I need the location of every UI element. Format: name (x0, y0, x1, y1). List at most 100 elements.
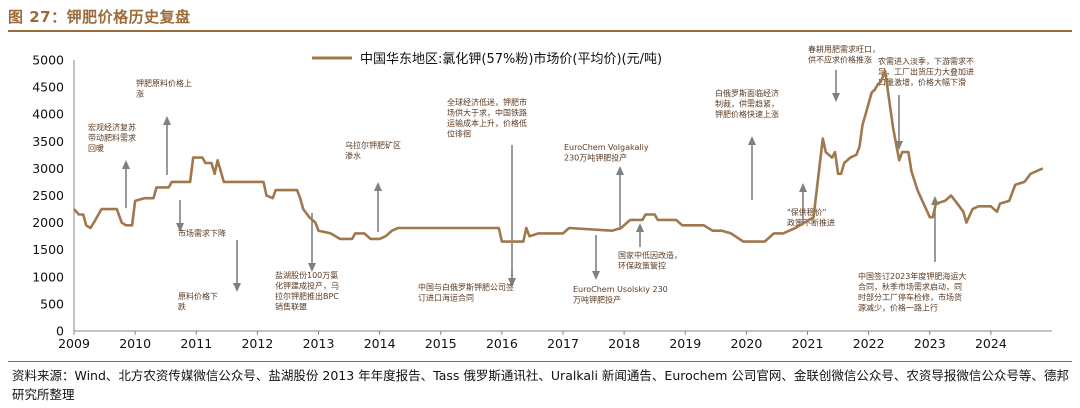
annotation-text: 市场需求下降 (178, 228, 226, 238)
annotation-line: 钾肥原料价格上 (136, 78, 192, 88)
annotation-line: EuroChem Usolskiy 230 (573, 285, 668, 294)
annotation-line: 春耕用肥需求旺口， (808, 44, 880, 54)
annotation-arrow-head (748, 136, 756, 145)
x-tick-label: 2010 (119, 336, 151, 351)
annotation-line: 合同，秋季市场需求启动，同 (858, 282, 962, 292)
annotation-line: 化钾建成投产，乌 (275, 281, 339, 291)
x-tick-label: 2024 (975, 336, 1007, 351)
annotation-line: 钾肥价格快速上涨 (715, 109, 779, 119)
annotation-line: 订进口海运合同 (418, 293, 474, 303)
annotation-line: 销售联盟 (275, 302, 307, 312)
annotation-arrow-head (592, 271, 600, 280)
annotation-line: 市场需求下降 (178, 228, 226, 238)
annotation-line: 运输成本上升，价格低 (447, 118, 527, 128)
axes-layer: 0 500 1000 1500 2000 2500 3000 3500 4000 4500 5000… (32, 53, 1052, 351)
series-layer (73, 69, 1044, 243)
x-tick-label: 2009 (58, 336, 90, 351)
annotation-text: EuroChem Volgakaliy 230万吨钾肥投产 (564, 143, 649, 163)
annotation-line: 时部分工厂停车检修，市场货 (858, 292, 962, 302)
annotation-text: 中国与白俄罗斯钾肥公司签订进口海运合同 (418, 282, 514, 303)
y-tick-label: 500 (40, 296, 64, 311)
x-tick-label: 2014 (364, 336, 396, 351)
annotation-line: EuroChem Volgakaliy (564, 143, 649, 152)
annotation-arrow-head (832, 93, 840, 102)
y-tick-label: 1000 (32, 269, 64, 284)
annotation-line: 农需进入淡季，下游需求不 (878, 56, 974, 66)
annotation-line: "保供稳价" (787, 207, 826, 217)
annotation-text: "保供稳价"政策不断推进 (787, 207, 835, 228)
annotation-line: 回暖 (88, 144, 104, 153)
annotation-arrow-head (308, 263, 316, 272)
annotation-line: 乌拉尔钾肥矿区 (345, 140, 401, 150)
y-tick-label: 4500 (32, 80, 64, 95)
x-tick-label: 2012 (241, 336, 273, 351)
annotation-text: 春耕用肥需求旺口，供不应求价格推涨 (808, 44, 880, 65)
annotation-line: 源减少，价格一路上行 (858, 303, 938, 313)
annotation-line: 渗水 (345, 151, 361, 161)
y-tick-label: 2500 (32, 188, 64, 203)
x-tick-label: 2011 (180, 336, 212, 351)
annotation-line: 国家中低因改造， (618, 250, 682, 260)
y-tick-label: 3500 (32, 134, 64, 149)
price-series-line (73, 69, 1044, 243)
annotation-line: 白俄罗斯面临经济 (715, 88, 779, 98)
annotation-line: 原料价格下 (178, 291, 218, 301)
annotation-text: 中国签订2023年度钾肥海运大合同，秋季市场需求启动，同时部分工厂停车检修，市场… (858, 271, 966, 313)
x-tick-label: 2019 (669, 336, 701, 351)
annotation-text: 白俄罗斯面临经济制裁，供需趋紧，钾肥价格快速上涨 (715, 88, 779, 119)
annotation-line: 政策不断推进 (787, 218, 835, 228)
annotation-line: 全球经济低迷，钾肥市 (447, 97, 527, 107)
annotation-line: 万吨钾肥投产 (573, 295, 621, 305)
x-tick-label: 2016 (486, 336, 518, 351)
y-tick-label: 4000 (32, 107, 64, 122)
annotation-arrow-head (616, 166, 624, 175)
annotation-line: 供不应求价格推涨 (808, 55, 872, 65)
y-tick-label: 3000 (32, 161, 64, 176)
x-tick-label: 2023 (914, 336, 946, 351)
annotation-text: 全球经济低迷，钾肥市场供大于求，中国铁路运输成本上升，价格低位徘徊 (447, 97, 527, 139)
source-rule (8, 361, 1072, 362)
source-note: 资料来源：Wind、北方农资传媒微信公众号、盐湖股份 2013 年年度报告、Ta… (12, 368, 1069, 402)
annotation-arrow-head (176, 223, 184, 232)
annotation-line: 足，工厂出货压力大叠加进 (878, 67, 974, 77)
annotation-line: 盐湖股份100万氯 (275, 270, 338, 280)
x-tick-label: 2015 (425, 336, 457, 351)
annotation-line: 场供大于求，中国铁路 (447, 108, 527, 118)
annotation-text: 国家中低因改造，环保政策管控 (618, 250, 682, 271)
legend: 中国华东地区:氯化钾(57%粉)市场价(平均价)(元/吨) (312, 51, 662, 67)
y-tick-label: 1500 (32, 242, 64, 257)
legend-label: 中国华东地区:氯化钾(57%粉)市场价(平均价)(元/吨) (360, 51, 662, 67)
annotation-line: 位徘徊 (447, 129, 471, 139)
annotation-arrow-head (122, 160, 130, 169)
annotation-line: 口量激增，价格大幅下滑 (878, 77, 966, 87)
x-tick-label: 2013 (303, 336, 335, 351)
annotation-text: 乌拉尔钾肥矿区渗水 (345, 140, 401, 161)
annotation-arrow-head (508, 278, 516, 287)
annotation-arrow-head (799, 183, 807, 192)
annotation-text: 盐湖股份100万氯化钾建成投产，乌拉尔钾肥推出BPC 销售联盟 (275, 270, 339, 312)
x-tick-label: 2017 (547, 336, 579, 351)
annotation-line: 涨 (136, 89, 144, 99)
y-tick-label: 0 (56, 324, 64, 339)
x-tick-label: 2021 (792, 336, 824, 351)
annotation-text: 宏观经济复苏带动肥料需求回暖 (88, 122, 136, 153)
annotation-text: 钾肥原料价格上涨 (136, 78, 192, 99)
x-tick-label: 2020 (730, 336, 762, 351)
annotation-line: 环保政策管控 (618, 261, 666, 271)
annotation-text: EuroChem Usolskiy 230 万吨钾肥投产 (573, 285, 668, 305)
annotation-line: 中国签订2023年度钾肥海运大 (858, 271, 966, 281)
y-tick-label: 5000 (32, 53, 64, 68)
annotation-line: 中国与白俄罗斯钾肥公司签 (418, 282, 514, 292)
annotation-line: 制裁，供需趋紧， (715, 99, 779, 109)
annotation-text: 农需进入淡季，下游需求不足，工厂出货压力大叠加进口量激增，价格大幅下滑 (878, 56, 974, 87)
annotation-text: 原料价格下跌 (178, 291, 218, 312)
annotation-line: 宏观经济复苏 (88, 122, 136, 132)
title-rule (8, 30, 1072, 32)
annotation-arrow-head (374, 182, 382, 191)
figure-title: 图 27：钾肥价格历史复盘 (8, 8, 191, 26)
annotation-arrow-head (636, 223, 644, 232)
annotation-line: 230万吨钾肥投产 (564, 153, 627, 163)
x-tick-label: 2018 (608, 336, 640, 351)
y-tick-label: 2000 (32, 215, 64, 230)
